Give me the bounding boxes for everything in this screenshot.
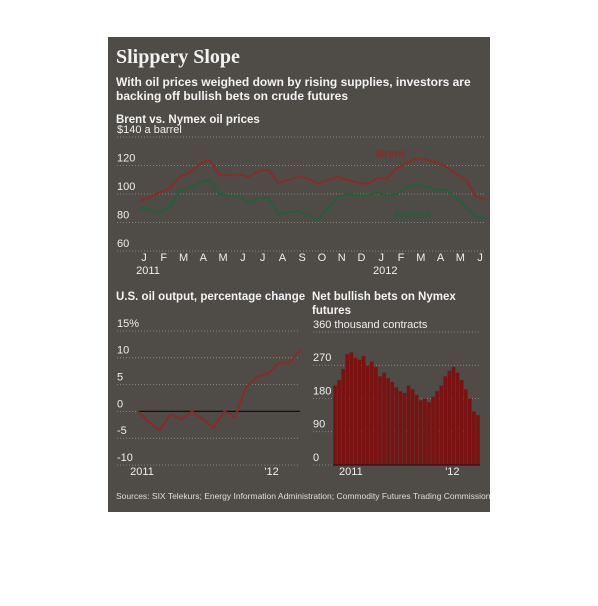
y-tick-label: 90 (313, 419, 325, 431)
bar (378, 376, 382, 465)
bar (463, 389, 468, 465)
y-tick-label: 270 (313, 352, 331, 364)
bar (374, 367, 378, 465)
line (139, 157, 487, 203)
bar (357, 359, 362, 465)
y-tick-label: $140 a barrel (117, 124, 182, 136)
bar (427, 402, 431, 465)
bar (398, 391, 403, 465)
bar (337, 380, 341, 465)
bar (406, 385, 411, 465)
x-tick-label: M (218, 252, 227, 264)
x-tick-label: 2011 (130, 466, 154, 478)
bar (447, 370, 452, 465)
x-tick-label: M (179, 252, 188, 264)
bar (435, 391, 439, 465)
bar (431, 396, 435, 465)
bar (345, 354, 350, 465)
x-tick-label: J (240, 252, 246, 264)
bar (410, 389, 415, 465)
line (139, 178, 487, 221)
bar (390, 381, 395, 465)
series-label: Brent (376, 148, 405, 160)
x-tick-label: A (279, 252, 287, 264)
line (137, 349, 301, 432)
bar (365, 365, 370, 465)
bar (414, 394, 419, 465)
x-tick-label: J (477, 252, 483, 264)
year-label: 2011 (136, 265, 160, 277)
x-tick-label: A (200, 252, 208, 264)
x-tick-label: J (260, 252, 266, 264)
x-tick-label: S (298, 252, 305, 264)
x-tick-label: 2011 (339, 466, 363, 478)
y-tick-label: 360 thousand contracts (313, 319, 428, 331)
x-tick-label: A (437, 252, 445, 264)
x-tick-label: '12 (264, 466, 278, 478)
bar (341, 368, 346, 465)
bar (443, 376, 448, 465)
y-tick-label: 120 (117, 152, 135, 164)
x-tick-label: M (456, 252, 465, 264)
y-tick-label: 180 (313, 385, 331, 397)
year-label: 2012 (373, 265, 397, 277)
bar (361, 356, 366, 465)
bar (349, 352, 354, 465)
x-tick-label: F (160, 252, 167, 264)
bar (418, 400, 423, 465)
bar (394, 387, 399, 465)
bar (476, 415, 480, 465)
y-tick-label: 0 (313, 452, 319, 464)
bar (423, 398, 427, 465)
bar (439, 385, 444, 465)
bar (402, 392, 407, 465)
y-tick-label: 0 (117, 398, 123, 410)
chart-title: U.S. oil output, percentage change (116, 291, 306, 303)
bar (333, 385, 337, 465)
subtitle: With oil prices weighed down by rising s… (116, 75, 471, 103)
bar (467, 398, 472, 465)
x-tick-label: F (398, 252, 405, 264)
x-tick-label: O (318, 252, 327, 264)
x-tick-label: D (358, 252, 366, 264)
y-tick-label: 100 (117, 181, 135, 193)
y-tick-label: 60 (117, 238, 129, 250)
bar (472, 411, 476, 465)
title: Slippery Slope (116, 46, 240, 68)
x-tick-label: J (141, 252, 147, 264)
bar (455, 372, 460, 465)
bar (386, 378, 390, 465)
bar (369, 361, 374, 465)
y-tick-label: 15% (117, 318, 139, 330)
bar (353, 357, 358, 465)
x-tick-label: J (379, 252, 385, 264)
y-tick-label: 10 (117, 345, 129, 357)
x-tick-label: M (416, 252, 425, 264)
bar (382, 372, 386, 465)
source: Sources: SIX Telekurs; Energy Informatio… (116, 491, 491, 501)
chart-title: Brent vs. Nymex oil prices (116, 114, 260, 126)
x-tick-label: N (338, 252, 346, 264)
y-tick-label: -5 (117, 425, 127, 437)
chart-title: Net bullish bets on Nymex futures (312, 291, 456, 317)
bar (451, 367, 456, 465)
series-label: Nymex (395, 209, 432, 221)
y-tick-label: -10 (117, 452, 133, 464)
y-tick-label: 5 (117, 372, 123, 384)
bar (459, 380, 464, 465)
x-tick-label: '12 (445, 466, 459, 478)
y-tick-label: 80 (117, 209, 129, 221)
